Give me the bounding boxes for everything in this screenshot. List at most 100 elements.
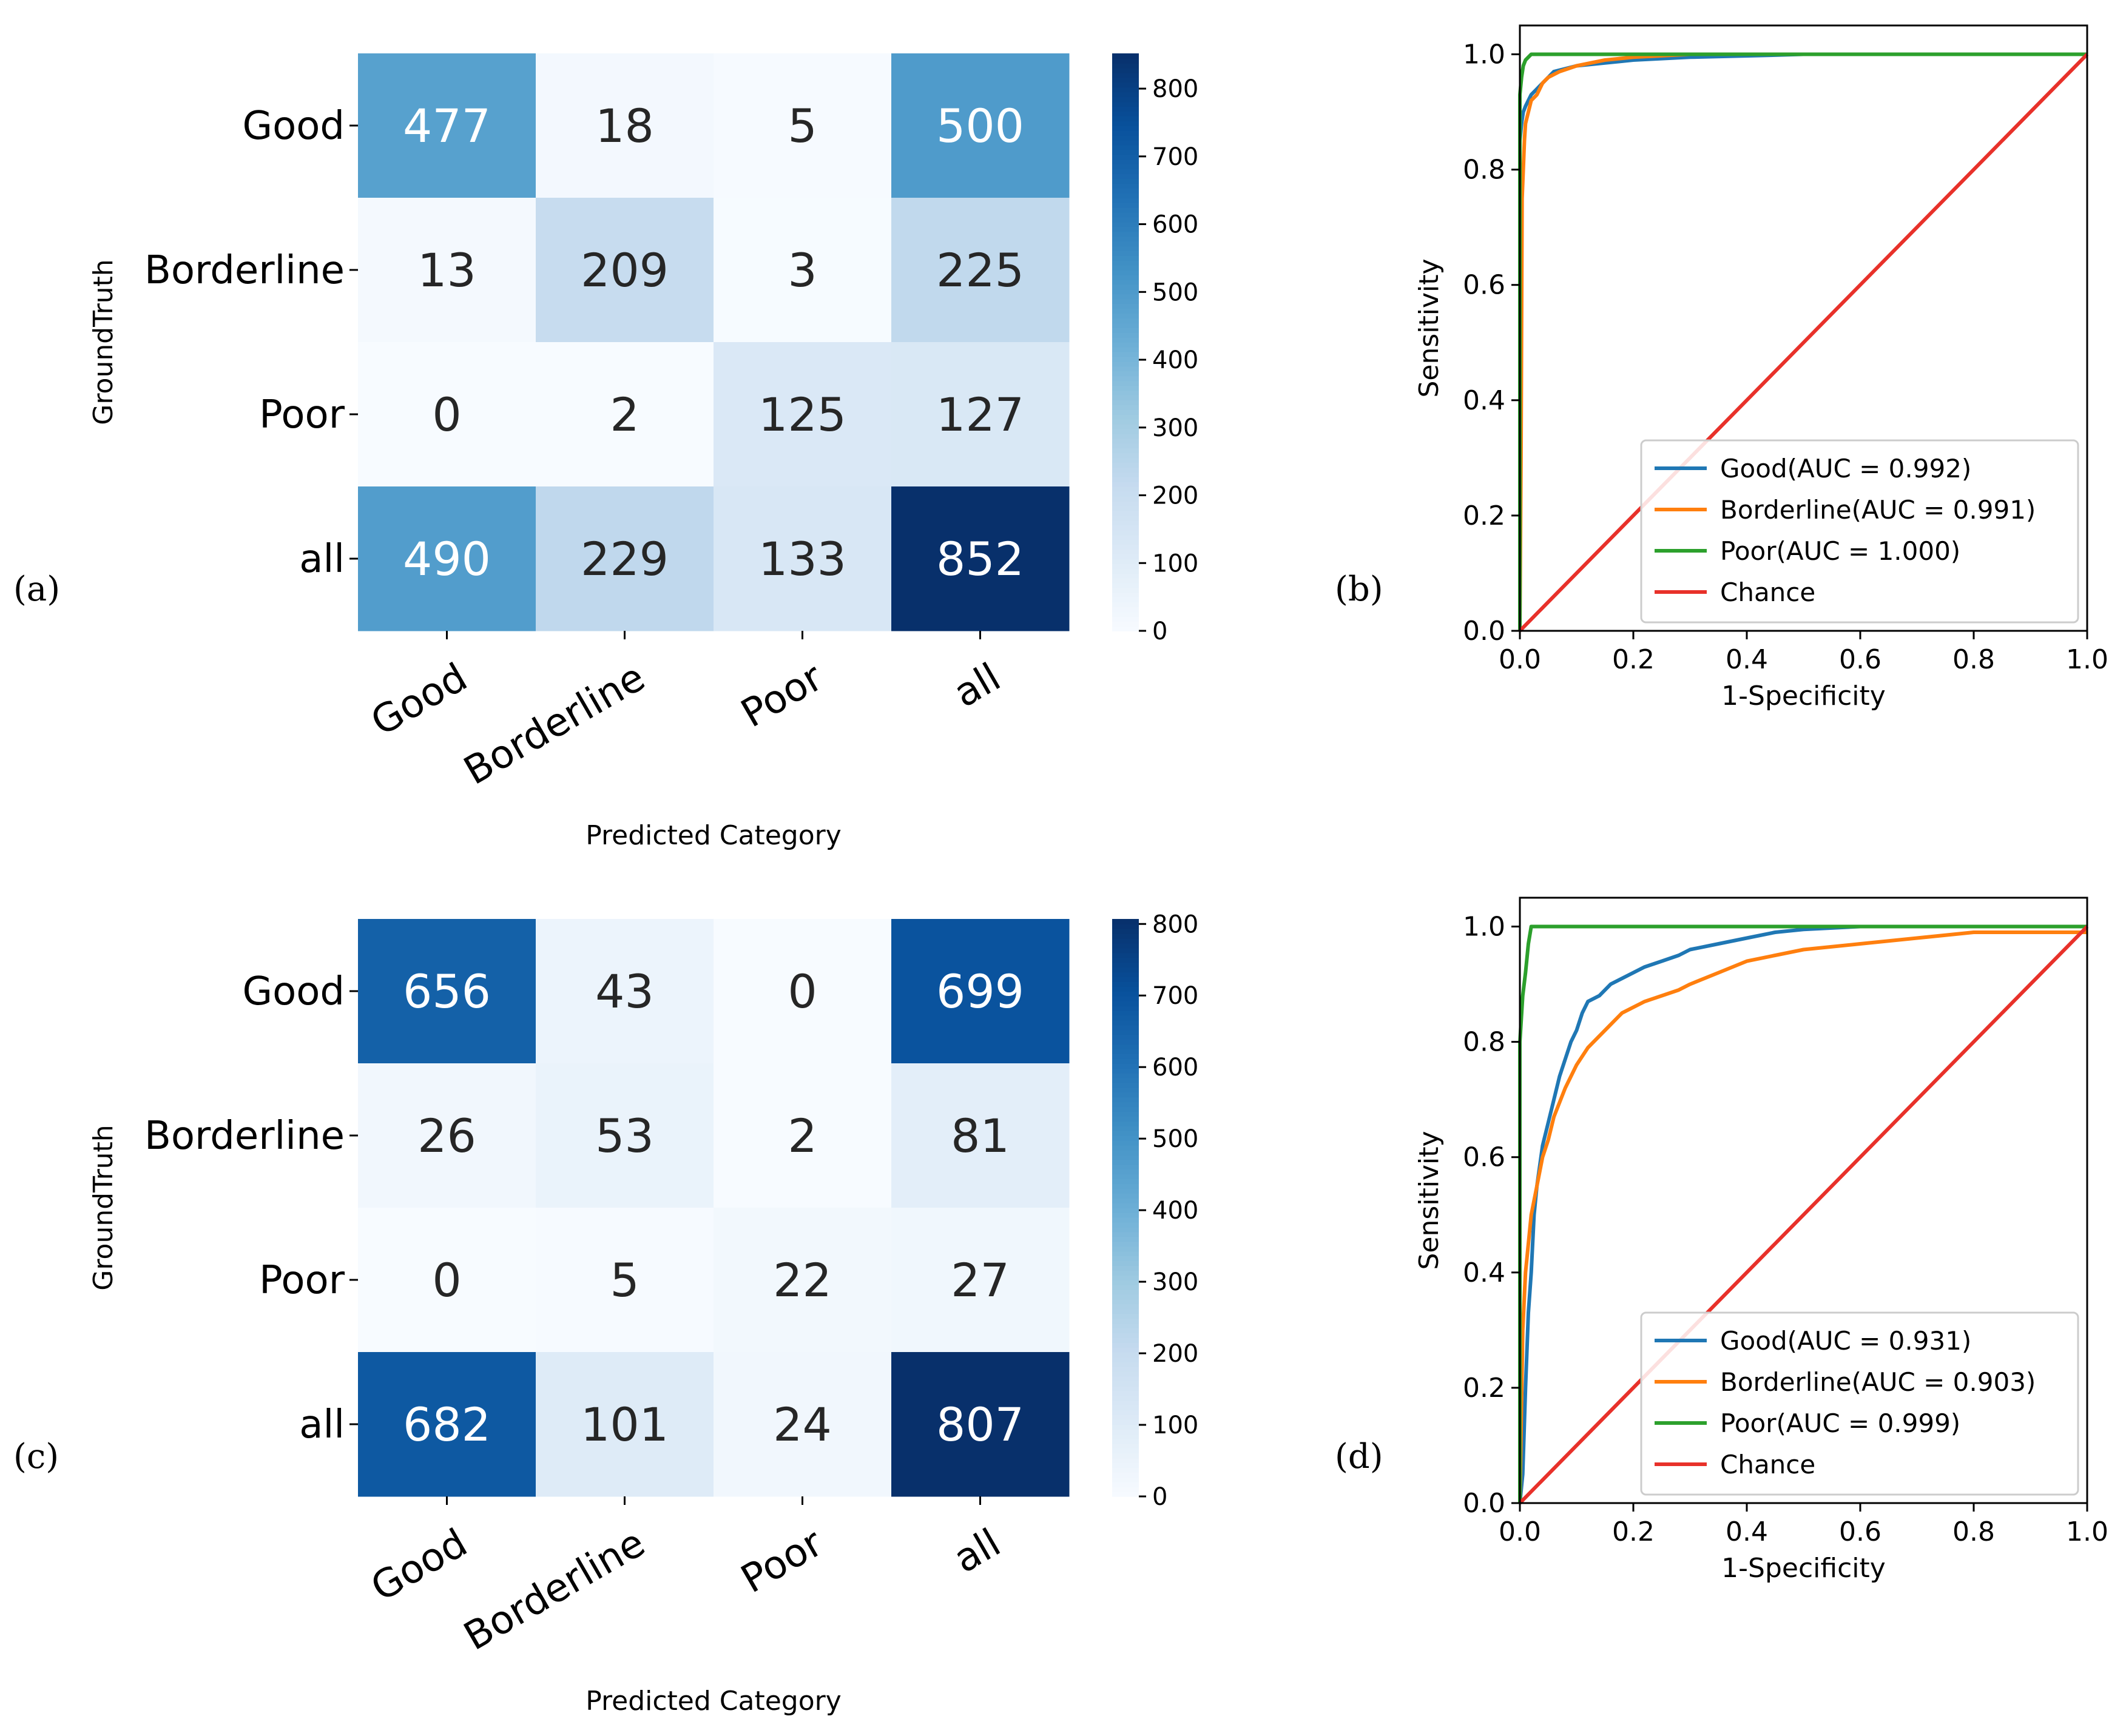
colorbar-segment <box>1112 270 1139 275</box>
cell-value: 209 <box>581 243 669 297</box>
colorbar-segment <box>1112 405 1139 410</box>
legend-entry: Poor(AUC = 1.000) <box>1720 536 1960 566</box>
legend-entry: Borderline(AUC = 0.991) <box>1720 495 2036 525</box>
colorbar-segment <box>1112 1212 1139 1218</box>
colorbar-segment <box>1112 453 1139 459</box>
colorbar-segment <box>1112 986 1139 992</box>
x-tick-label: 1.0 <box>2066 1516 2108 1547</box>
cell-value: 682 <box>403 1398 491 1452</box>
legend-entry: Good(AUC = 0.931) <box>1720 1326 1971 1356</box>
heatmap-cell <box>358 53 536 198</box>
y-tick-label: all <box>299 1402 345 1447</box>
colorbar-segment <box>1112 1405 1139 1410</box>
y-tick-label: 0.0 <box>1463 1488 1505 1519</box>
panel-label-c: (c) <box>13 1437 59 1476</box>
colorbar-segment <box>1112 1000 1139 1006</box>
colorbar-segment <box>1112 385 1139 391</box>
colorbar-tick-label: 400 <box>1152 346 1198 374</box>
y-tick-label: Good <box>242 104 345 149</box>
colorbar-segment <box>1112 530 1139 536</box>
cell-value: 133 <box>758 532 846 586</box>
colorbar-segment <box>1112 1347 1139 1353</box>
series-line-chance <box>1518 925 2089 1505</box>
colorbar-segment <box>1112 1082 1139 1088</box>
cell-value: 2 <box>788 1109 817 1163</box>
cell-value: 125 <box>758 388 846 442</box>
colorbar-segment <box>1112 356 1139 362</box>
colorbar-segment <box>1112 1106 1139 1112</box>
colorbar-segment <box>1112 202 1139 208</box>
colorbar-segment <box>1112 173 1139 180</box>
colorbar-segment <box>1112 217 1139 223</box>
colorbar-segment <box>1112 448 1139 454</box>
colorbar-segment <box>1112 1203 1139 1208</box>
colorbar-segment <box>1112 96 1139 103</box>
heatmap-cell <box>891 1063 1070 1208</box>
x-tick-label: 0.4 <box>1726 1516 1768 1547</box>
colorbar-segment <box>1112 496 1139 502</box>
heatmap-cell <box>536 486 714 631</box>
cell-value: 699 <box>936 964 1024 1018</box>
colorbar-segment <box>1112 1299 1139 1305</box>
colorbar-segment <box>1112 371 1139 377</box>
colorbar-segment <box>1112 587 1139 593</box>
colorbar-segment <box>1112 505 1139 511</box>
cell-value: 656 <box>403 964 491 1018</box>
colorbar-segment <box>1112 289 1139 295</box>
x-axis-label: Predicted Category <box>585 820 842 851</box>
colorbar-segment <box>1112 947 1139 954</box>
colorbar-segment <box>1112 1241 1139 1247</box>
colorbar-segment <box>1112 486 1139 492</box>
cell-value: 18 <box>595 99 654 153</box>
colorbar-segment <box>1112 1005 1139 1011</box>
legend: Good(AUC = 0.992) Borderline(AUC = 0.991)… <box>1640 439 2079 624</box>
colorbar-segment <box>1112 1188 1139 1194</box>
colorbar-segment <box>1112 251 1139 256</box>
cell-value: 53 <box>595 1109 654 1163</box>
colorbar-segment <box>1112 400 1139 405</box>
colorbar-segment <box>1112 1260 1139 1266</box>
heatmap-cell <box>714 342 892 487</box>
legend-entry: Borderline(AUC = 0.903) <box>1720 1367 2036 1397</box>
cell-value: 0 <box>788 964 817 1018</box>
colorbar-segment <box>1112 1072 1139 1078</box>
colorbar-segment <box>1112 1164 1139 1170</box>
colorbar-segment <box>1112 568 1139 574</box>
colorbar-segment <box>1112 443 1139 449</box>
y-axis-label: Sensitivity <box>1414 1131 1445 1270</box>
colorbar-segment <box>1112 991 1139 997</box>
series-line-chance <box>1518 53 2089 633</box>
colorbar-segment <box>1112 943 1139 949</box>
legend: Good(AUC = 0.931) Borderline(AUC = 0.903)… <box>1640 1311 2079 1496</box>
x-tick-label: 0.8 <box>1952 644 1995 675</box>
colorbar-segment <box>1112 933 1139 939</box>
heatmap-cell <box>358 198 536 343</box>
heatmap-cell <box>714 1063 892 1208</box>
heatmap-cell <box>358 342 536 487</box>
colorbar-segment <box>1112 1010 1139 1016</box>
cell-value: 852 <box>936 532 1024 586</box>
colorbar-tick-label: 600 <box>1152 211 1198 239</box>
colorbar-segment <box>1112 361 1139 367</box>
colorbar-segment <box>1112 1256 1139 1262</box>
y-tick-label: Borderline <box>144 248 345 293</box>
colorbar-segment <box>1112 462 1139 468</box>
cell-value: 127 <box>936 388 1024 442</box>
cell-value: 13 <box>417 243 476 297</box>
colorbar-segment <box>1112 183 1139 189</box>
colorbar-segment <box>1112 1337 1139 1343</box>
colorbar-segment <box>1112 607 1139 613</box>
colorbar-tick-label: 800 <box>1152 910 1198 938</box>
colorbar-segment <box>1112 1270 1139 1276</box>
colorbar-segment <box>1112 1174 1139 1180</box>
colorbar-segment <box>1112 159 1139 165</box>
colorbar-segment <box>1112 515 1139 521</box>
colorbar-segment <box>1112 1410 1139 1415</box>
panel-label-b: (b) <box>1335 570 1383 609</box>
cell-value: 27 <box>951 1253 1010 1307</box>
colorbar-segment <box>1112 1049 1139 1054</box>
colorbar-segment <box>1112 212 1139 218</box>
colorbar-segment <box>1112 1284 1139 1290</box>
y-tick-label: 0.8 <box>1463 1027 1505 1058</box>
colorbar-segment <box>1112 1313 1139 1319</box>
